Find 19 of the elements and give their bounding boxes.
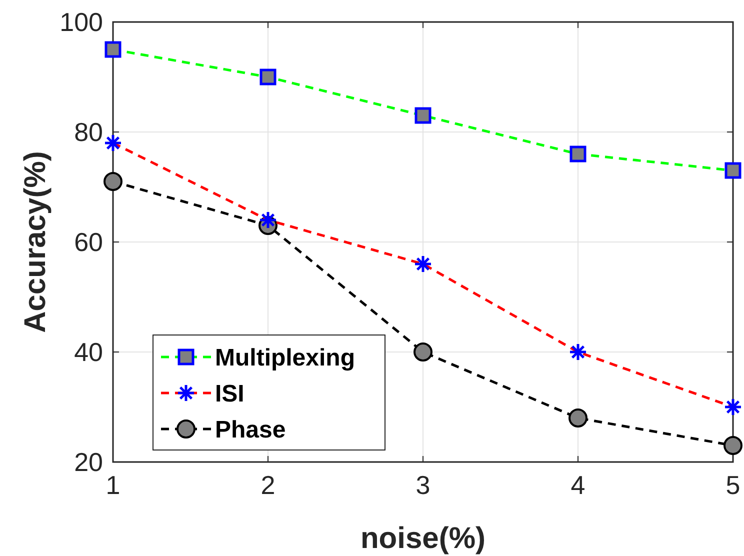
x-tick-label: 4: [570, 470, 586, 500]
point: [414, 342, 432, 362]
y-tick-label: 40: [74, 337, 103, 368]
point: [104, 172, 122, 191]
x-tick-label: 5: [726, 470, 740, 500]
legend-label: Phase: [215, 416, 286, 444]
x-tick-label: 1: [106, 470, 120, 500]
y-tick-label: 20: [74, 447, 103, 478]
legend-label: ISI: [215, 380, 244, 408]
y-tick-label: 60: [74, 227, 103, 258]
y-axis-title: Accuracy(%): [19, 151, 52, 333]
x-tick-label: 3: [416, 470, 430, 500]
y-tick-label: 100: [60, 7, 103, 38]
y-tick-label: 80: [74, 117, 103, 148]
legend-label: Multiplexing: [215, 344, 355, 372]
point: [568, 408, 588, 428]
x-tick-label: 2: [260, 470, 276, 500]
point: [724, 436, 742, 455]
x-axis-title: noise(%): [360, 522, 486, 555]
